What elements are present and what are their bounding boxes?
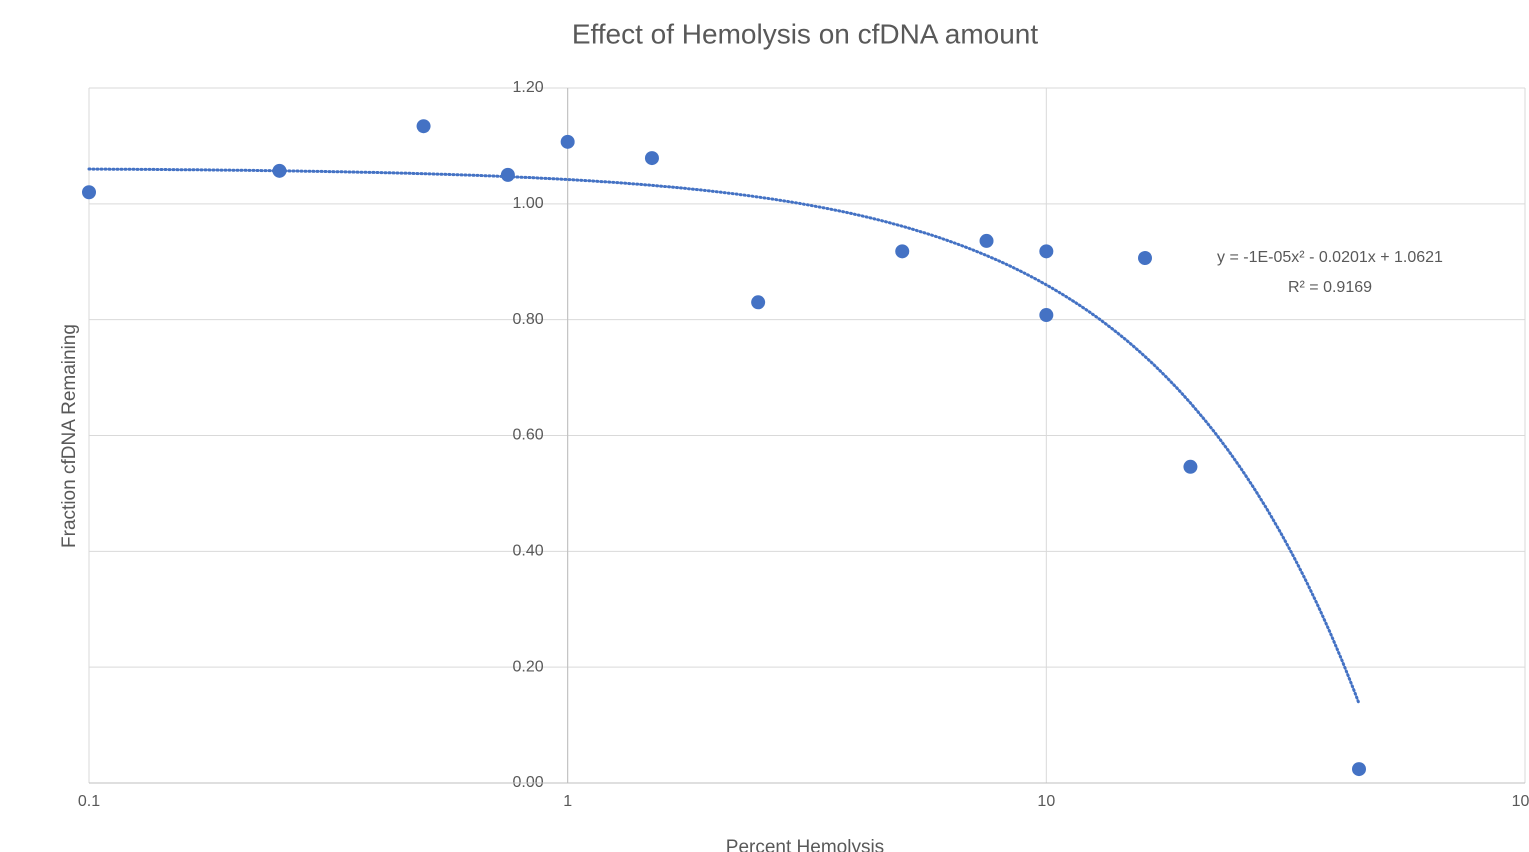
legend-marker [1138, 251, 1152, 265]
trendline-equation: y = -1E-05x² - 0.0201x + 1.0621 [1217, 249, 1443, 266]
y-tick-label: 0.20 [513, 658, 544, 675]
point [751, 295, 766, 310]
point [1183, 459, 1198, 474]
point [895, 244, 910, 259]
point [1039, 244, 1054, 259]
point [560, 134, 575, 149]
y-tick-label: 1.00 [513, 195, 544, 212]
point [416, 119, 431, 134]
x-axis-title: Percent Hemolysis [726, 837, 884, 852]
point [1352, 762, 1367, 777]
trendline [87, 167, 1361, 705]
point [644, 151, 659, 166]
x-tick-label: 0.1 [78, 793, 100, 810]
point [500, 167, 515, 182]
chart-title: Effect of Hemolysis on cfDNA amount [572, 18, 1039, 49]
x-tick-label: 100 [1512, 793, 1529, 810]
y-axis-title: Fraction cfDNA Remaining [59, 324, 80, 548]
y-tick-label: 1.20 [513, 79, 544, 96]
point [82, 185, 96, 200]
x-tick-label: 10 [1037, 793, 1055, 810]
y-tick-label: 0.80 [513, 311, 544, 328]
y-tick-label: 0.60 [513, 427, 544, 444]
x-tick-label: 1 [563, 793, 572, 810]
trendline-r-squared: R² = 0.9169 [1288, 279, 1372, 296]
point [1039, 308, 1054, 323]
point [272, 163, 287, 178]
y-tick-label: 0.40 [513, 543, 544, 560]
point [979, 233, 994, 248]
